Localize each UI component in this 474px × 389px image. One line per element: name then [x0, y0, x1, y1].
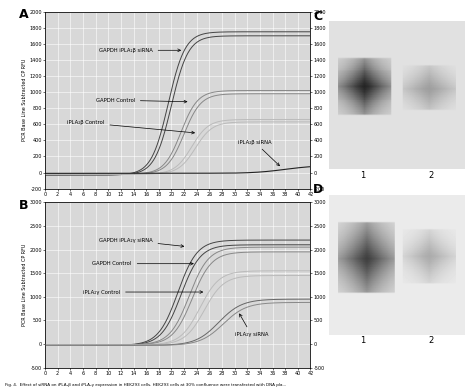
Text: GAPDH iPLA₂β siRNA: GAPDH iPLA₂β siRNA	[99, 48, 181, 53]
Y-axis label: PCR Base Line Subtracted CP RFU: PCR Base Line Subtracted CP RFU	[22, 59, 27, 141]
Text: B: B	[18, 199, 28, 212]
Text: GAPDH Control: GAPDH Control	[96, 98, 187, 103]
Text: D: D	[313, 183, 323, 196]
Text: iPLA₂β Control: iPLA₂β Control	[67, 120, 194, 134]
Text: C: C	[313, 10, 322, 23]
Text: Fig. 4.  Effect of siRNA on iPLA₂β and iPLA₂γ expression in HEK293 cells. HEK293: Fig. 4. Effect of siRNA on iPLA₂β and iP…	[5, 383, 286, 387]
Text: iPLA₂γ Control: iPLA₂γ Control	[83, 289, 203, 294]
Text: iPLA₂γ siRNA: iPLA₂γ siRNA	[235, 314, 268, 337]
Text: A: A	[18, 8, 28, 21]
Text: GAPDH iPLA₂γ siRNA: GAPDH iPLA₂γ siRNA	[99, 238, 184, 247]
Text: iPLA₂β siRNA: iPLA₂β siRNA	[238, 140, 280, 166]
Y-axis label: PCR Base Line Subtracted CP RFU: PCR Base Line Subtracted CP RFU	[22, 244, 27, 326]
Text: GAPDH Control: GAPDH Control	[92, 261, 193, 266]
